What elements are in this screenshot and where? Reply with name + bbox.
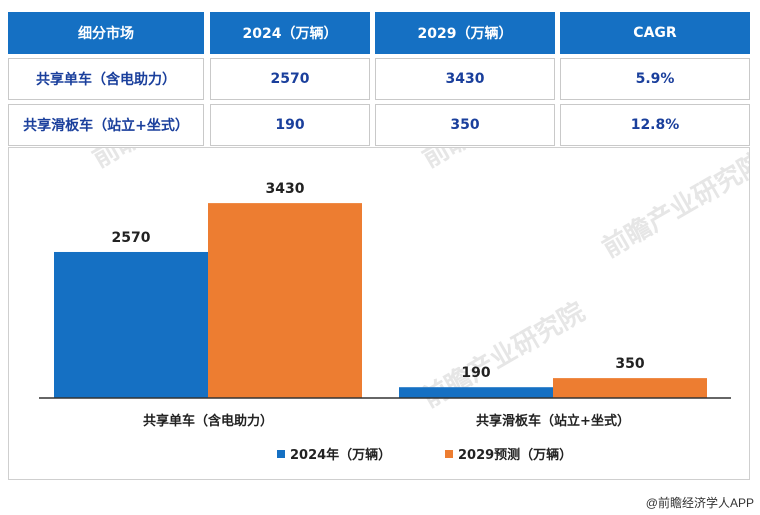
value-cell-cagr: 12.8%: [560, 104, 750, 146]
source-credit: @前瞻经济学人APP: [645, 496, 754, 510]
category-label: 共享单车（含电助力）: [143, 413, 273, 429]
value-cell-2029: 350: [375, 104, 555, 146]
bar: [208, 203, 362, 398]
watermark-text: 前瞻产业研究院: [87, 148, 260, 174]
data-label: 3430: [266, 181, 305, 197]
data-label: 2570: [112, 230, 151, 246]
legend-swatch: [277, 450, 285, 458]
category-labels: 共享单车（含电助力） 共享滑板车（站立+坐式）: [143, 413, 630, 429]
bar: [399, 387, 553, 398]
chart-panel: 前瞻产业研究院前瞻产业研究院前瞻产业研究院前瞻产业研究院前瞻产业研究院 2570…: [8, 56, 760, 480]
value-cell-2029: 3430: [375, 58, 555, 100]
bars-layer: 2570 3430 190 350: [54, 181, 707, 398]
row-label-cell: 共享滑板车（站立+坐式）: [8, 104, 204, 146]
legend-label: 2024年（万辆）: [290, 447, 391, 463]
bar: [553, 378, 707, 398]
bar-chart: 前瞻产业研究院前瞻产业研究院前瞻产业研究院前瞻产业研究院前瞻产业研究院 2570…: [39, 56, 760, 463]
legend-label: 2029预测（万辆）: [458, 447, 572, 463]
header-cell-segment: 细分市场: [8, 12, 204, 54]
watermark-text: 前瞻产业研究院: [417, 148, 590, 174]
watermark-text: 前瞻产业研究院: [597, 148, 749, 264]
legend-swatch: [445, 450, 453, 458]
value-cell-2024: 2570: [210, 58, 370, 100]
header-cell-cagr: CAGR: [560, 12, 750, 54]
header-cell-2024: 2024（万辆）: [210, 12, 370, 54]
bar: [54, 251, 208, 398]
data-label: 350: [615, 356, 644, 372]
legend: 2024年（万辆） 2029预测（万辆）: [277, 447, 572, 463]
row-label-cell: 共享单车（含电助力）: [8, 58, 204, 100]
header-cell-2029: 2029（万辆）: [375, 12, 555, 54]
value-cell-cagr: 5.9%: [560, 58, 750, 100]
category-label: 共享滑板车（站立+坐式）: [476, 413, 630, 429]
data-label: 190: [461, 365, 490, 381]
value-cell-2024: 190: [210, 104, 370, 146]
